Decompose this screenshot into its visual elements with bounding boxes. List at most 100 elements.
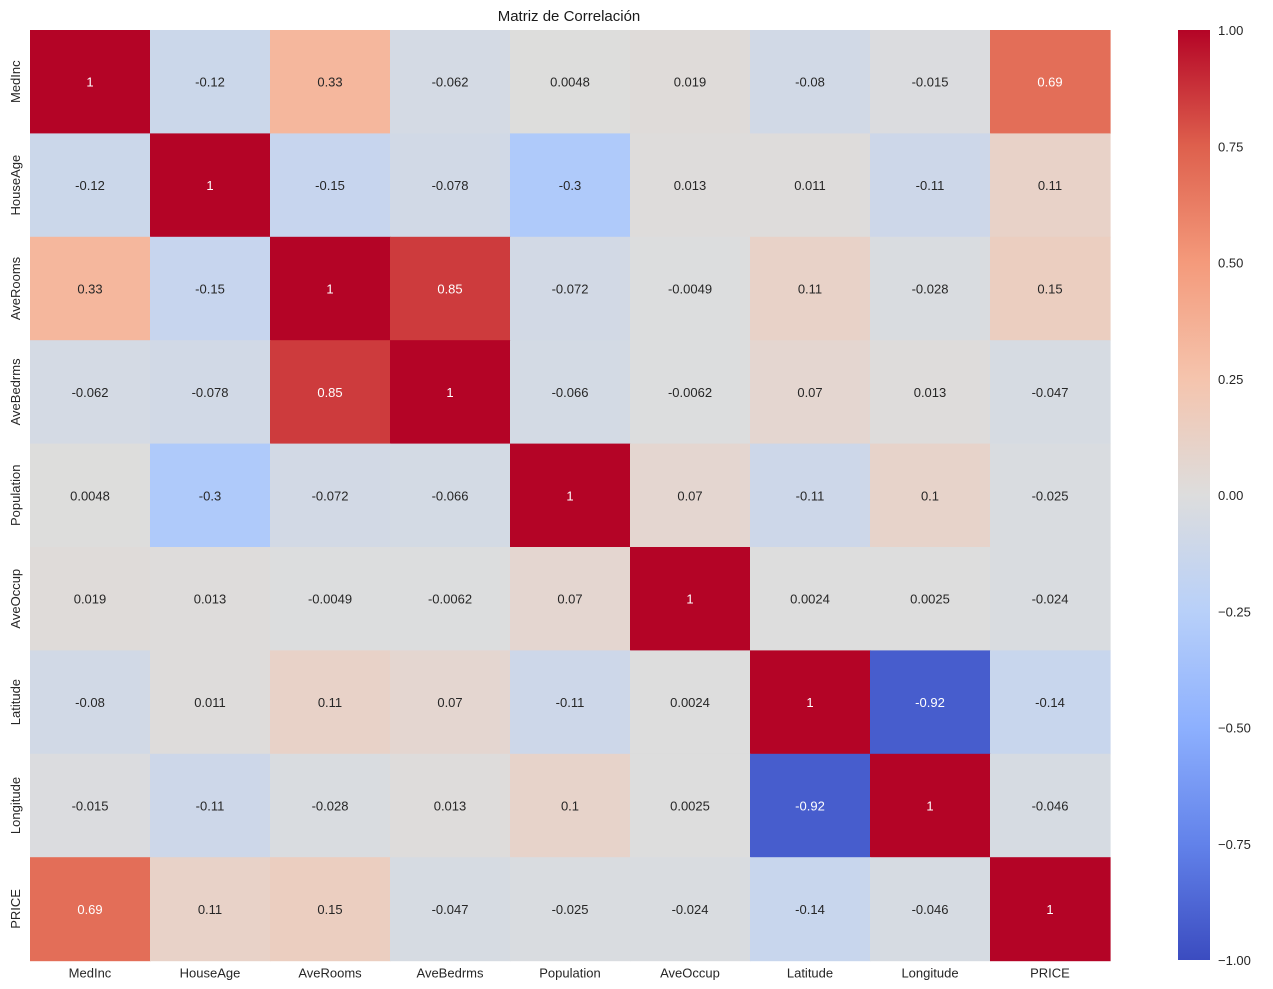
cell-value-label: -0.062: [72, 385, 109, 400]
cell-value-label: 0.11: [798, 282, 822, 297]
cell-value-label: 0.69: [1037, 75, 1062, 90]
heatmap-cell: [150, 443, 271, 548]
heatmap-cell: [30, 650, 151, 755]
heatmap-cell: [270, 30, 391, 134]
heatmap-cell: [870, 30, 991, 134]
cell-value-label: -0.062: [432, 75, 469, 90]
heatmap-cell: [510, 857, 631, 962]
heatmap-cell: [870, 547, 991, 651]
cell-value-label: 0.15: [1037, 282, 1062, 297]
heatmap-cell: [390, 236, 511, 341]
cell-value-label: -0.025: [552, 902, 589, 917]
cell-value-label: 0.011: [794, 178, 826, 193]
cell-value-label: -0.0049: [668, 282, 712, 297]
x-axis-tick-labels: MedInc HouseAge AveRooms AveBedrms Populatio…: [69, 966, 1071, 981]
cell-value-label: 0.07: [677, 488, 702, 503]
heatmap-cell: [150, 753, 271, 858]
x-tick-label: Longitude: [901, 966, 958, 981]
heatmap-cell: [630, 547, 751, 651]
colorbar-tick-label: 0.25: [1218, 372, 1243, 387]
cell-value-label: -0.11: [556, 695, 585, 710]
cell-value-label: -0.08: [75, 695, 105, 710]
cell-value-label: 0.07: [557, 592, 582, 607]
cell-value-label: -0.12: [195, 75, 225, 90]
heatmap-cell: [510, 753, 631, 858]
heatmap-cell: [150, 133, 271, 238]
heatmap-cell: [750, 340, 871, 445]
heatmap-cell: [390, 30, 511, 134]
heatmap-cell: [30, 443, 151, 548]
colorbar-gradient: [1178, 30, 1210, 960]
cell-value-label: -0.015: [72, 799, 109, 814]
cell-value-label: -0.024: [1032, 592, 1069, 607]
cell-value-label: -0.15: [195, 282, 225, 297]
cell-value-label: -0.3: [559, 178, 581, 193]
cell-value-label: 0.1: [921, 488, 939, 503]
cell-value-label: 0.33: [77, 282, 102, 297]
heatmap-cell: [870, 753, 991, 858]
x-tick-label: PRICE: [1030, 966, 1070, 981]
heatmap-cell: [750, 547, 871, 651]
x-tick-label: AveRooms: [298, 966, 362, 981]
cell-value-label: 0.33: [317, 75, 342, 90]
cell-value-label: 0.0024: [790, 592, 830, 607]
heatmap-cell: [30, 857, 151, 962]
y-tick-label: HouseAge: [8, 155, 23, 216]
heatmap-cell: [630, 650, 751, 755]
heatmap-cell: [750, 650, 871, 755]
heatmap-cell: [870, 340, 991, 445]
heatmap-cell: [390, 650, 511, 755]
heatmap-cell: [870, 857, 991, 962]
heatmap-cell: [870, 236, 991, 341]
cell-value-label: 0.69: [77, 902, 102, 917]
cell-value-label: -0.12: [75, 178, 105, 193]
cell-value-label: -0.046: [1032, 799, 1069, 814]
heatmap-cell: [750, 857, 871, 962]
chart-title: Matriz de Correlación: [498, 8, 641, 25]
cell-value-label: 0.0025: [910, 592, 950, 607]
colorbar-tick-label: −1.00: [1218, 953, 1251, 968]
cell-value-label: 1: [1046, 902, 1053, 917]
heatmap-cell: [390, 753, 511, 858]
colorbar-tick-label: 0.00: [1218, 488, 1243, 503]
heatmap-cell: [30, 30, 151, 134]
heatmap-cell: [30, 340, 151, 445]
heatmap-cell: [990, 650, 1111, 755]
heatmap-cell: [270, 547, 391, 651]
heatmap-cell: [390, 857, 511, 962]
heatmap-cell: [30, 236, 151, 341]
heatmap-cell: [870, 133, 991, 238]
cell-value-label: 1: [686, 592, 693, 607]
cell-value-label: 1: [566, 488, 573, 503]
cell-value-label: -0.047: [432, 902, 469, 917]
heatmap-cell: [150, 547, 271, 651]
cell-value-label: 1: [446, 385, 453, 400]
cell-value-label: -0.078: [192, 385, 229, 400]
cell-value-label: 0.013: [914, 385, 947, 400]
x-tick-label: AveBedrms: [417, 966, 484, 981]
cell-value-label: -0.015: [912, 75, 949, 90]
cell-value-label: -0.14: [1035, 695, 1065, 710]
heatmap-cell: [510, 133, 631, 238]
heatmap-cell: [510, 340, 631, 445]
heatmap-cell: [270, 650, 391, 755]
heatmap-cell: [870, 650, 991, 755]
colorbar-tick-label: −0.75: [1218, 837, 1251, 852]
cell-value-label: 0.07: [797, 385, 822, 400]
cell-value-label: 0.85: [317, 385, 342, 400]
heatmap-cells: [30, 30, 1111, 962]
heatmap-cell: [510, 236, 631, 341]
x-tick-label: HouseAge: [180, 966, 241, 981]
heatmap-cell: [750, 236, 871, 341]
heatmap-cell: [990, 340, 1111, 445]
cell-value-label: -0.066: [432, 488, 469, 503]
heatmap-cell: [630, 753, 751, 858]
heatmap-cell: [270, 753, 391, 858]
y-tick-label: AveOccup: [8, 569, 23, 629]
heatmap-cell: [390, 443, 511, 548]
cell-value-label: 1: [926, 799, 933, 814]
cell-value-label: -0.11: [916, 178, 945, 193]
heatmap-cell: [270, 340, 391, 445]
cell-value-label: -0.0062: [668, 385, 712, 400]
heatmap-cell: [270, 857, 391, 962]
